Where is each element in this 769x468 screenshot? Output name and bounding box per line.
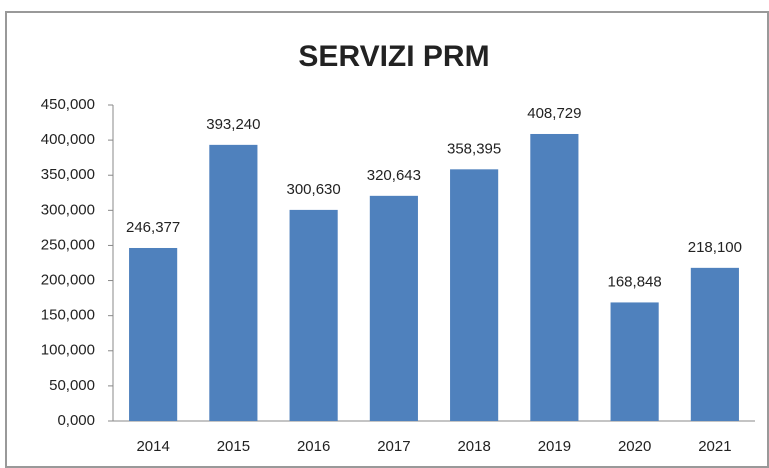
- data-label: 393,240: [206, 116, 260, 133]
- data-label: 358,395: [447, 140, 501, 157]
- data-label: 300,630: [287, 181, 341, 198]
- bar: [129, 247, 178, 421]
- y-tick-label: 350,000: [41, 166, 95, 183]
- data-label: 320,643: [367, 167, 421, 184]
- x-tick-label: 2016: [297, 438, 330, 455]
- y-tick-label: 400,000: [41, 131, 95, 148]
- bar: [690, 267, 739, 421]
- y-tick-label: 0,000: [57, 412, 95, 429]
- bar: [450, 169, 499, 421]
- x-tick-label: 2021: [698, 438, 731, 455]
- y-tick-label: 250,000: [41, 236, 95, 253]
- chart-title: SERVIZI PRM: [298, 40, 489, 73]
- x-tick-label: 2015: [217, 438, 250, 455]
- bar: [530, 133, 579, 421]
- data-label: 246,377: [126, 219, 180, 236]
- bar: [369, 195, 418, 421]
- y-tick-label: 200,000: [41, 272, 95, 289]
- data-label: 168,848: [608, 273, 662, 290]
- y-tick-label: 450,000: [41, 96, 95, 113]
- x-tick-label: 2017: [377, 438, 410, 455]
- chart-frame: [5, 11, 769, 468]
- data-label: 218,100: [688, 239, 742, 256]
- y-tick-label: 300,000: [41, 201, 95, 218]
- y-tick-label: 50,000: [49, 377, 95, 394]
- bar: [610, 302, 659, 421]
- bar: [209, 144, 258, 421]
- x-tick-label: 2018: [457, 438, 490, 455]
- y-tick-label: 100,000: [41, 342, 95, 359]
- data-label: 408,729: [527, 105, 581, 122]
- x-tick-label: 2014: [136, 438, 169, 455]
- y-tick-label: 150,000: [41, 307, 95, 324]
- bar: [289, 209, 338, 421]
- x-tick-label: 2020: [618, 438, 651, 455]
- x-tick-label: 2019: [538, 438, 571, 455]
